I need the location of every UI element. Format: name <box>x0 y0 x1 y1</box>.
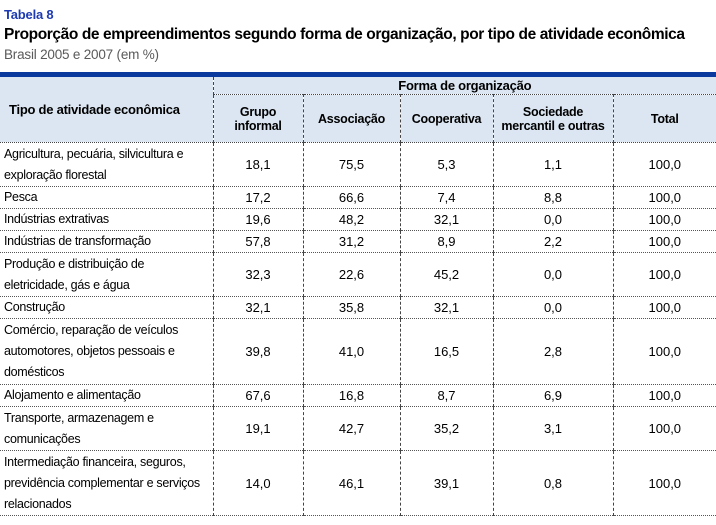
value-cell: 42,7 <box>302 406 400 451</box>
value-cell: 2,8 <box>492 318 613 385</box>
value-cell: 32,1 <box>212 296 303 319</box>
activity-cell: Indústrias extrativas <box>4 212 109 226</box>
value-cell: 100,0 <box>612 252 716 297</box>
column-header-total: Total <box>612 94 716 143</box>
activity-cell: Transporte, armazenagem e comunicações <box>4 410 154 446</box>
value-cell: 32,3 <box>212 252 303 297</box>
value-cell: 17,2 <box>212 186 303 209</box>
value-cell: 16,8 <box>302 384 400 407</box>
column-header-sociedade-mercantil: Sociedade mercantil e outras <box>492 94 613 143</box>
column-header-cooperativa: Cooperativa <box>399 94 493 143</box>
value-cell: 39,8 <box>212 318 303 385</box>
value-cell: 1,1 <box>492 142 613 187</box>
row-header-title: Tipo de atividade econômica <box>0 74 213 143</box>
column-header-grupo-informal: Grupo informal <box>212 94 303 143</box>
value-cell: 41,0 <box>302 318 400 385</box>
value-cell: 75,5 <box>302 142 400 187</box>
value-cell: 100,0 <box>612 186 716 209</box>
table-row: Construção 32,1 35,8 32,1 0,0 100,0 <box>0 296 716 319</box>
value-cell: 19,6 <box>212 208 303 231</box>
value-cell: 57,8 <box>212 230 303 253</box>
table-row: Agricultura, pecuária, silvicultura e ex… <box>0 142 716 187</box>
value-cell: 46,1 <box>302 450 400 516</box>
value-cell: 16,5 <box>399 318 493 385</box>
activity-cell: Pesca <box>4 190 38 204</box>
table-row: Comércio, reparação de veículos automoto… <box>0 318 716 385</box>
value-cell: 6,9 <box>492 384 613 407</box>
table-caption: Tabela 8 Proporção de empreendimentos se… <box>0 0 716 63</box>
value-cell: 100,0 <box>612 296 716 319</box>
value-cell: 39,1 <box>399 450 493 516</box>
value-cell: 35,8 <box>302 296 400 319</box>
activity-cell: Intermediação financeira, seguros, previ… <box>4 454 200 511</box>
column-group-header: Forma de organização <box>212 74 716 95</box>
value-cell: 100,0 <box>612 208 716 231</box>
activity-cell: Alojamento e alimentação <box>4 388 141 402</box>
value-cell: 100,0 <box>612 230 716 253</box>
value-cell: 14,0 <box>212 450 303 516</box>
value-cell: 8,9 <box>399 230 493 253</box>
table-row: Intermediação financeira, seguros, previ… <box>0 450 716 516</box>
value-cell: 66,6 <box>302 186 400 209</box>
value-cell: 7,4 <box>399 186 493 209</box>
value-cell: 2,2 <box>492 230 613 253</box>
table-title: Proporção de empreendimentos segundo for… <box>4 26 685 43</box>
header-row-group: Tipo de atividade econômica Forma de org… <box>0 74 716 143</box>
value-cell: 18,1 <box>212 142 303 187</box>
value-cell: 32,1 <box>399 296 493 319</box>
table-row: Indústrias extrativas 19,6 48,2 32,1 0,0… <box>0 208 716 231</box>
value-cell: 100,0 <box>612 142 716 187</box>
activity-cell: Produção e distribuição de eletricidade,… <box>4 256 145 292</box>
value-cell: 31,2 <box>302 230 400 253</box>
value-cell: 8,8 <box>492 186 613 209</box>
value-cell: 35,2 <box>399 406 493 451</box>
table-body: Agricultura, pecuária, silvicultura e ex… <box>0 142 716 516</box>
table-row: Transporte, armazenagem e comunicações 1… <box>0 406 716 451</box>
value-cell: 0,0 <box>492 252 613 297</box>
value-cell: 100,0 <box>612 318 716 385</box>
activity-cell: Indústrias de transformação <box>4 234 151 248</box>
value-cell: 0,0 <box>492 208 613 231</box>
value-cell: 8,7 <box>399 384 493 407</box>
value-cell: 100,0 <box>612 450 716 516</box>
table-row: Pesca 17,2 66,6 7,4 8,8 100,0 <box>0 186 716 209</box>
value-cell: 48,2 <box>302 208 400 231</box>
value-cell: 19,1 <box>212 406 303 451</box>
value-cell: 100,0 <box>612 406 716 451</box>
activity-cell: Construção <box>4 300 65 314</box>
activity-cell: Agricultura, pecuária, silvicultura e ex… <box>4 146 184 182</box>
activity-cell: Comércio, reparação de veículos automoto… <box>4 323 179 379</box>
table-row: Alojamento e alimentação 67,6 16,8 8,7 6… <box>0 384 716 407</box>
value-cell: 3,1 <box>492 406 613 451</box>
value-cell: 5,3 <box>399 142 493 187</box>
value-cell: 22,6 <box>302 252 400 297</box>
table-row: Produção e distribuição de eletricidade,… <box>0 252 716 297</box>
table-row: Indústrias de transformação 57,8 31,2 8,… <box>0 230 716 253</box>
value-cell: 45,2 <box>399 252 493 297</box>
value-cell: 100,0 <box>612 384 716 407</box>
value-cell: 0,8 <box>492 450 613 516</box>
table-header: Tipo de atividade econômica Forma de org… <box>0 74 716 143</box>
value-cell: 67,6 <box>212 384 303 407</box>
value-cell: 32,1 <box>399 208 493 231</box>
table-number: Tabela 8 <box>4 7 54 22</box>
data-table: Tipo de atividade econômica Forma de org… <box>0 72 716 516</box>
value-cell: 0,0 <box>492 296 613 319</box>
header-row-columns: Grupo informal Associação Cooperativa So… <box>0 94 716 143</box>
table-subtitle: Brasil 2005 e 2007 (em %) <box>4 47 159 62</box>
column-header-associacao: Associação <box>302 94 400 143</box>
